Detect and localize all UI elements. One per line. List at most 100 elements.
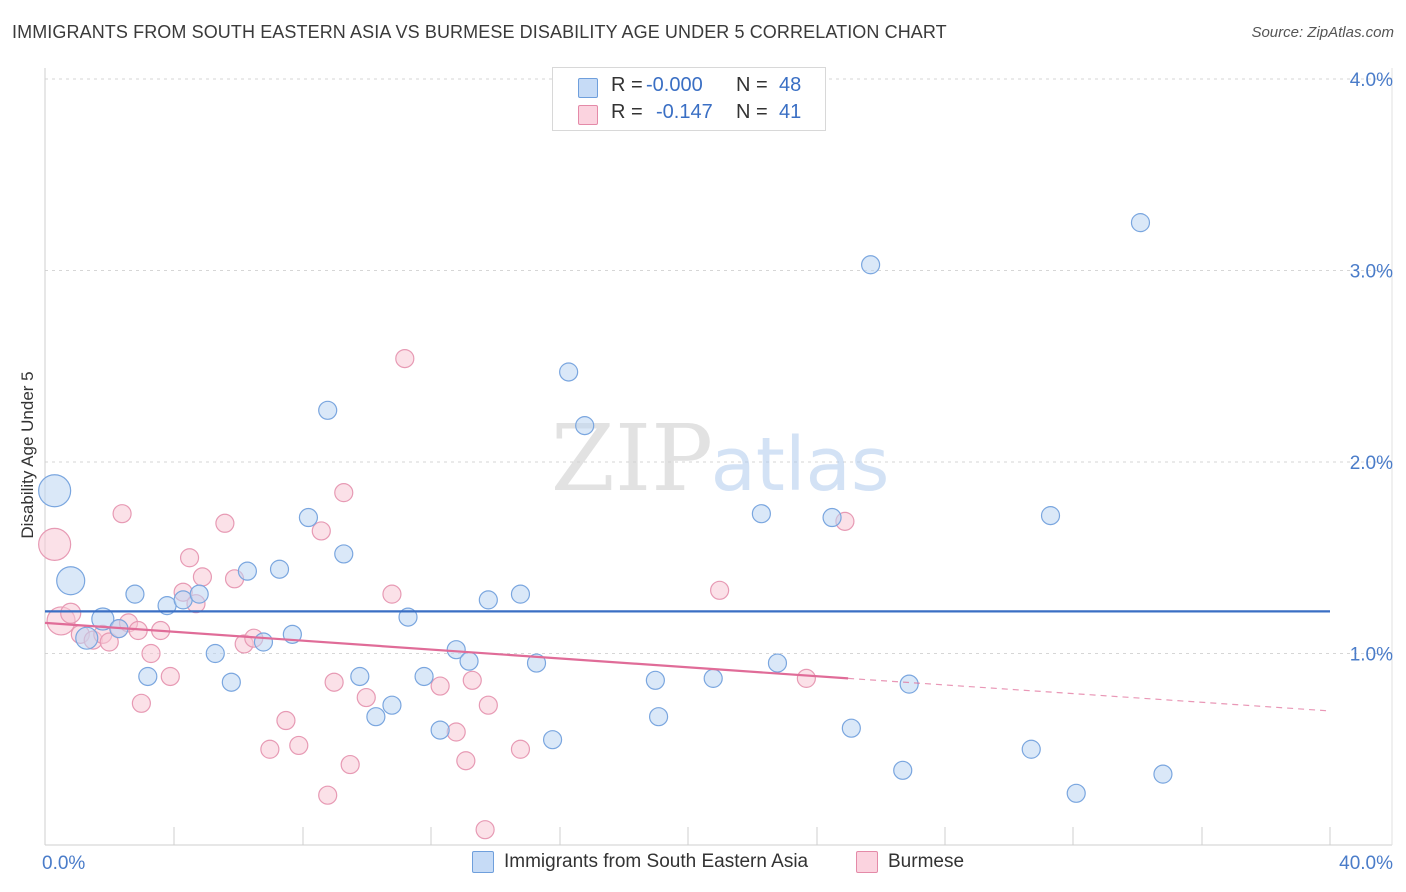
burmese-point [131, 693, 151, 713]
burmese-point [456, 751, 476, 771]
sea-point [350, 666, 370, 687]
sea-point [1130, 213, 1151, 233]
x-tick-labels: 0.0% 40.0% [42, 853, 1393, 874]
legend-r-value: -0.000 [646, 74, 703, 96]
sea-point [510, 584, 531, 604]
legend-bottom-swatch-sea [472, 851, 494, 873]
burmese-point [289, 735, 309, 756]
sea-point [751, 504, 771, 524]
legend-swatch-sea [578, 78, 598, 98]
sea-point [822, 507, 842, 528]
sea-point [861, 255, 881, 275]
legend-r-label: R = [611, 101, 643, 123]
legend-n-value: 41 [779, 101, 802, 123]
axes [44, 68, 1393, 846]
sea-point [334, 544, 354, 564]
sea-point [575, 416, 595, 436]
sea-point [189, 584, 209, 604]
burmese-point [215, 513, 235, 533]
burmese-points [38, 348, 855, 840]
burmese-point [276, 710, 296, 731]
gridlines [45, 78, 1392, 654]
burmese-trend-extension [848, 677, 1331, 712]
burmese-point [356, 687, 376, 708]
y-tick-label: 4.0% [1350, 70, 1393, 91]
sea-point [414, 666, 434, 687]
burmese-point [38, 527, 72, 561]
sea-point [398, 607, 418, 627]
sea-point [56, 566, 86, 596]
sea-point [366, 707, 386, 727]
sea-point [841, 718, 861, 738]
burmese-point [446, 722, 466, 742]
legend-bottom-label-sea: Immigrants from South Eastern Asia [504, 851, 809, 872]
burmese-trend-line [44, 621, 849, 680]
sea-point [1153, 764, 1173, 784]
trend-lines [44, 610, 1331, 712]
sea-point [138, 666, 158, 687]
watermark-zip: ZIP [551, 405, 713, 512]
sea-point [1021, 739, 1041, 759]
sea-point [38, 474, 72, 508]
watermark-atlas: atlas [711, 422, 890, 508]
y-tick-labels: 1.0% 2.0% 3.0% 4.0% [1350, 70, 1393, 666]
burmese-point [318, 785, 338, 805]
legend-item-sea: Immigrants from South Eastern Asia [472, 851, 808, 873]
legend-r-label: R = [611, 74, 643, 96]
sea-point [1040, 506, 1061, 526]
legend-r-value: -0.147 [656, 101, 713, 123]
x-tick-label: 0.0% [42, 853, 85, 874]
y-tick-label: 2.0% [1350, 453, 1393, 474]
burmese-point [60, 602, 82, 624]
legend-bottom-label-burmese: Burmese [888, 851, 965, 872]
burmese-point [478, 695, 498, 715]
burmese-point [260, 739, 280, 759]
y-tick-label: 3.0% [1350, 262, 1393, 283]
sea-point [205, 643, 225, 664]
burmese-point [179, 548, 200, 568]
legend-bottom-swatch-burmese [856, 851, 878, 873]
legend-swatch-burmese [578, 105, 598, 125]
chart-title: IMMIGRANTS FROM SOUTH EASTERN ASIA VS BU… [12, 22, 947, 42]
legend-n-label: N = [736, 101, 768, 123]
sea-point [253, 632, 274, 652]
burmese-point [334, 483, 354, 503]
sea-point [767, 653, 788, 673]
sea-point [899, 674, 919, 694]
burmese-point [475, 820, 495, 840]
sea-point [237, 561, 257, 581]
burmese-point [395, 348, 415, 369]
burmese-point [430, 676, 450, 696]
sea-points [38, 213, 1173, 803]
sea-point [382, 695, 402, 715]
legend-n-value: 48 [779, 74, 802, 96]
sea-point [173, 590, 193, 610]
burmese-point [192, 567, 213, 587]
burmese-point [99, 632, 119, 652]
burmese-point [710, 580, 730, 600]
sea-point [559, 362, 579, 382]
burmese-point [160, 666, 180, 687]
burmese-point [510, 739, 531, 759]
sea-point [318, 400, 338, 420]
burmese-point [311, 521, 331, 541]
sea-point [430, 720, 450, 740]
burmese-point [462, 670, 482, 690]
sea-point [645, 670, 665, 690]
sea-point [221, 672, 241, 692]
burmese-point [112, 504, 132, 524]
source-label: Source: ZipAtlas.com [1251, 24, 1394, 41]
legend-row-burmese: R = -0.147 N = 41 [553, 101, 825, 127]
legend-row-sea: R = -0.000 N = 48 [553, 74, 825, 100]
burmese-point [382, 584, 402, 604]
sea-point [269, 559, 290, 579]
sea-point [542, 730, 563, 750]
burmese-point [324, 672, 344, 692]
burmese-point [340, 754, 360, 775]
x-tick-label: 40.0% [1339, 853, 1393, 874]
legend-n-label: N = [736, 74, 768, 96]
sea-point [893, 760, 913, 780]
burmese-point [141, 643, 161, 664]
sea-point [648, 707, 669, 727]
